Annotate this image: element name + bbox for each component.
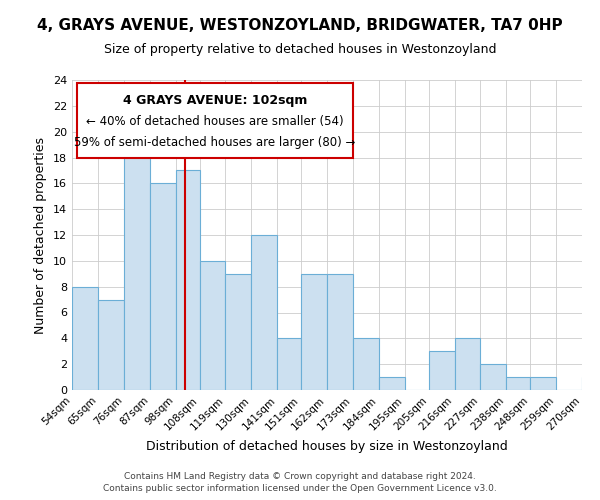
- Text: ← 40% of detached houses are smaller (54): ← 40% of detached houses are smaller (54…: [86, 116, 344, 128]
- Bar: [327, 274, 353, 390]
- Bar: [481, 364, 506, 390]
- Bar: [98, 300, 124, 390]
- Bar: [428, 351, 455, 390]
- Text: 4 GRAYS AVENUE: 102sqm: 4 GRAYS AVENUE: 102sqm: [122, 94, 307, 106]
- Text: 59% of semi-detached houses are larger (80) →: 59% of semi-detached houses are larger (…: [74, 136, 355, 149]
- Bar: [277, 338, 301, 390]
- Bar: [379, 377, 405, 390]
- FancyBboxPatch shape: [77, 83, 353, 158]
- Text: Size of property relative to detached houses in Westonzoyland: Size of property relative to detached ho…: [104, 42, 496, 56]
- Bar: [226, 274, 251, 390]
- Bar: [199, 261, 226, 390]
- Bar: [124, 132, 150, 390]
- Bar: [353, 338, 379, 390]
- Text: 4, GRAYS AVENUE, WESTONZOYLAND, BRIDGWATER, TA7 0HP: 4, GRAYS AVENUE, WESTONZOYLAND, BRIDGWAT…: [37, 18, 563, 32]
- Bar: [72, 286, 98, 390]
- Text: Contains public sector information licensed under the Open Government Licence v3: Contains public sector information licen…: [103, 484, 497, 493]
- Bar: [150, 184, 176, 390]
- Bar: [251, 235, 277, 390]
- Y-axis label: Number of detached properties: Number of detached properties: [34, 136, 47, 334]
- Bar: [506, 377, 530, 390]
- Text: Contains HM Land Registry data © Crown copyright and database right 2024.: Contains HM Land Registry data © Crown c…: [124, 472, 476, 481]
- Bar: [582, 377, 600, 390]
- Bar: [530, 377, 556, 390]
- Bar: [455, 338, 481, 390]
- Bar: [301, 274, 327, 390]
- X-axis label: Distribution of detached houses by size in Westonzoyland: Distribution of detached houses by size …: [146, 440, 508, 453]
- Bar: [176, 170, 199, 390]
